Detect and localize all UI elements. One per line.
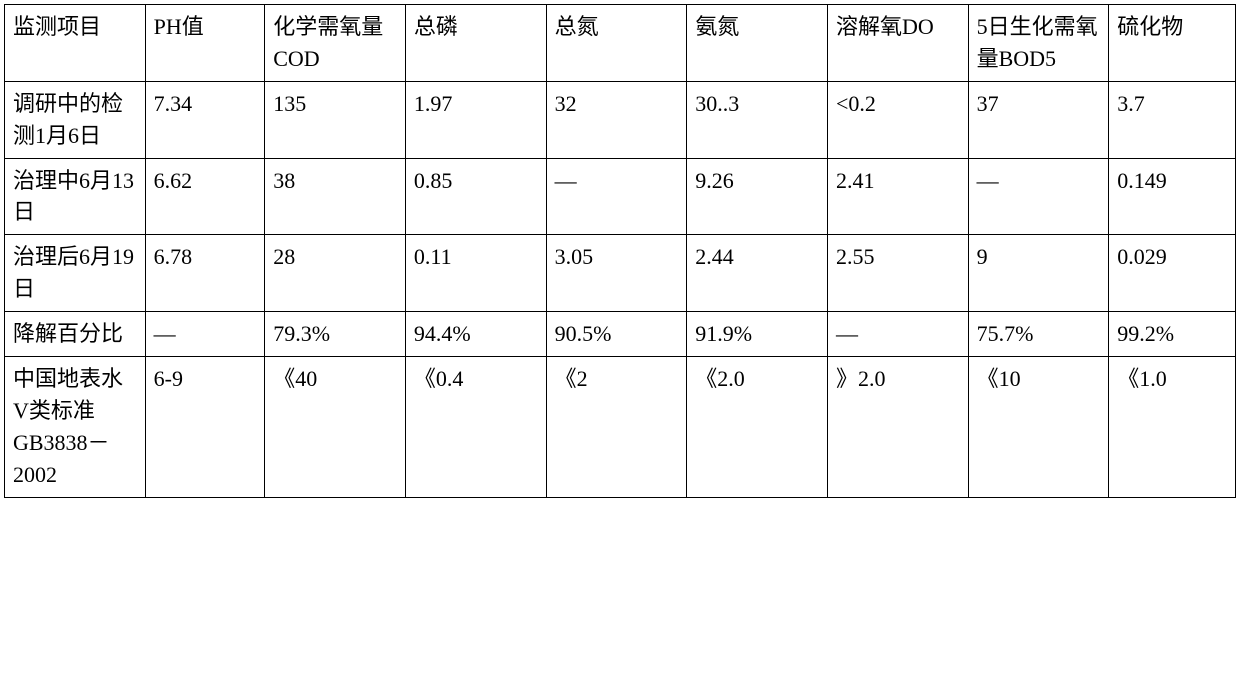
header-cell: 总磷 bbox=[405, 5, 546, 82]
header-cell: 总氮 bbox=[546, 5, 687, 82]
table-cell: 7.34 bbox=[145, 81, 265, 158]
table-cell: 30..3 bbox=[687, 81, 828, 158]
table-cell: 1.97 bbox=[405, 81, 546, 158]
table-cell: 《1.0 bbox=[1109, 357, 1236, 498]
table-cell: 90.5% bbox=[546, 312, 687, 357]
table-cell: 《40 bbox=[265, 357, 406, 498]
table-row: 降解百分比 — 79.3% 94.4% 90.5% 91.9% — 75.7% … bbox=[5, 312, 1236, 357]
table-cell: 6.62 bbox=[145, 158, 265, 235]
table-row: 调研中的检测1月6日 7.34 135 1.97 32 30..3 <0.2 3… bbox=[5, 81, 1236, 158]
table-cell: 9 bbox=[968, 235, 1109, 312]
table-cell: 28 bbox=[265, 235, 406, 312]
table-cell: 135 bbox=[265, 81, 406, 158]
table-header-row: 监测项目 PH值 化学需氧量COD 总磷 总氮 氨氮 溶解氧DO 5日生化需氧量… bbox=[5, 5, 1236, 82]
header-cell: 溶解氧DO bbox=[827, 5, 968, 82]
table-cell: 91.9% bbox=[687, 312, 828, 357]
table-cell: 75.7% bbox=[968, 312, 1109, 357]
table-cell: 》2.0 bbox=[827, 357, 968, 498]
table-cell: 37 bbox=[968, 81, 1109, 158]
table-cell: 2.44 bbox=[687, 235, 828, 312]
table-cell: 3.05 bbox=[546, 235, 687, 312]
table-cell: 0.85 bbox=[405, 158, 546, 235]
table-cell: 38 bbox=[265, 158, 406, 235]
table-cell: 《2 bbox=[546, 357, 687, 498]
table-row: 治理中6月13日 6.62 38 0.85 — 9.26 2.41 — 0.14… bbox=[5, 158, 1236, 235]
table-cell: — bbox=[546, 158, 687, 235]
row-label: 降解百分比 bbox=[5, 312, 146, 357]
table-cell: 9.26 bbox=[687, 158, 828, 235]
table-row: 治理后6月19日 6.78 28 0.11 3.05 2.44 2.55 9 0… bbox=[5, 235, 1236, 312]
table-cell: — bbox=[827, 312, 968, 357]
table-cell: 2.55 bbox=[827, 235, 968, 312]
header-cell: 硫化物 bbox=[1109, 5, 1236, 82]
header-cell: 监测项目 bbox=[5, 5, 146, 82]
row-label: 中国地表水V类标准GB3838－2002 bbox=[5, 357, 146, 498]
table-row: 中国地表水V类标准GB3838－2002 6-9 《40 《0.4 《2 《2.… bbox=[5, 357, 1236, 498]
row-label: 治理后6月19日 bbox=[5, 235, 146, 312]
table-cell: 《2.0 bbox=[687, 357, 828, 498]
table-cell: 94.4% bbox=[405, 312, 546, 357]
table-cell: 6.78 bbox=[145, 235, 265, 312]
table-cell: 99.2% bbox=[1109, 312, 1236, 357]
header-cell: 氨氮 bbox=[687, 5, 828, 82]
table-cell: 32 bbox=[546, 81, 687, 158]
table-cell: 0.11 bbox=[405, 235, 546, 312]
row-label: 调研中的检测1月6日 bbox=[5, 81, 146, 158]
water-quality-table: 监测项目 PH值 化学需氧量COD 总磷 总氮 氨氮 溶解氧DO 5日生化需氧量… bbox=[4, 4, 1236, 498]
table-cell: 3.7 bbox=[1109, 81, 1236, 158]
table-cell: 0.149 bbox=[1109, 158, 1236, 235]
table-cell: 79.3% bbox=[265, 312, 406, 357]
table-cell: 《0.4 bbox=[405, 357, 546, 498]
header-cell: PH值 bbox=[145, 5, 265, 82]
table-cell: <0.2 bbox=[827, 81, 968, 158]
table-body: 监测项目 PH值 化学需氧量COD 总磷 总氮 氨氮 溶解氧DO 5日生化需氧量… bbox=[5, 5, 1236, 498]
table-cell: 6-9 bbox=[145, 357, 265, 498]
row-label: 治理中6月13日 bbox=[5, 158, 146, 235]
header-cell: 化学需氧量COD bbox=[265, 5, 406, 82]
header-cell: 5日生化需氧量BOD5 bbox=[968, 5, 1109, 82]
table-cell: — bbox=[145, 312, 265, 357]
table-cell: 2.41 bbox=[827, 158, 968, 235]
table-cell: — bbox=[968, 158, 1109, 235]
table-cell: 0.029 bbox=[1109, 235, 1236, 312]
table-cell: 《10 bbox=[968, 357, 1109, 498]
